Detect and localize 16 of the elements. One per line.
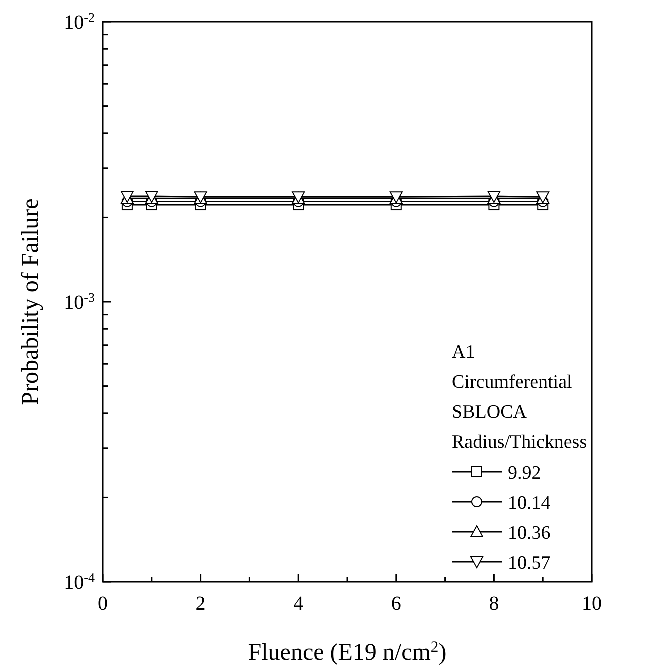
x-tick-label: 10 bbox=[582, 593, 602, 615]
x-tick-label: 2 bbox=[196, 593, 206, 615]
y-axis-title: Probability of Failure bbox=[18, 198, 44, 406]
legend-label: 10.36 bbox=[508, 523, 551, 544]
legend-label: 10.14 bbox=[508, 493, 552, 514]
x-axis-title: Fluence (E19 n/cm$^{2}$) bbox=[248, 638, 447, 666]
x-tick-label: 0 bbox=[98, 593, 108, 615]
legend-label: 10.57 bbox=[508, 553, 551, 574]
y-tick-label: 10$^{-4}$ bbox=[64, 570, 96, 594]
x-tick-label: 6 bbox=[391, 593, 402, 615]
y-tick-label: 10$^{-2}$ bbox=[64, 10, 95, 34]
x-tick-label: 8 bbox=[489, 593, 500, 615]
legend-title: A1 Circumferential SBLOCA Radius/Thickness bbox=[452, 342, 588, 453]
y-tick-label: 10$^{-3}$ bbox=[64, 290, 95, 314]
x-tick-label: 4 bbox=[294, 593, 304, 615]
legend-label: 9.92 bbox=[508, 463, 542, 484]
